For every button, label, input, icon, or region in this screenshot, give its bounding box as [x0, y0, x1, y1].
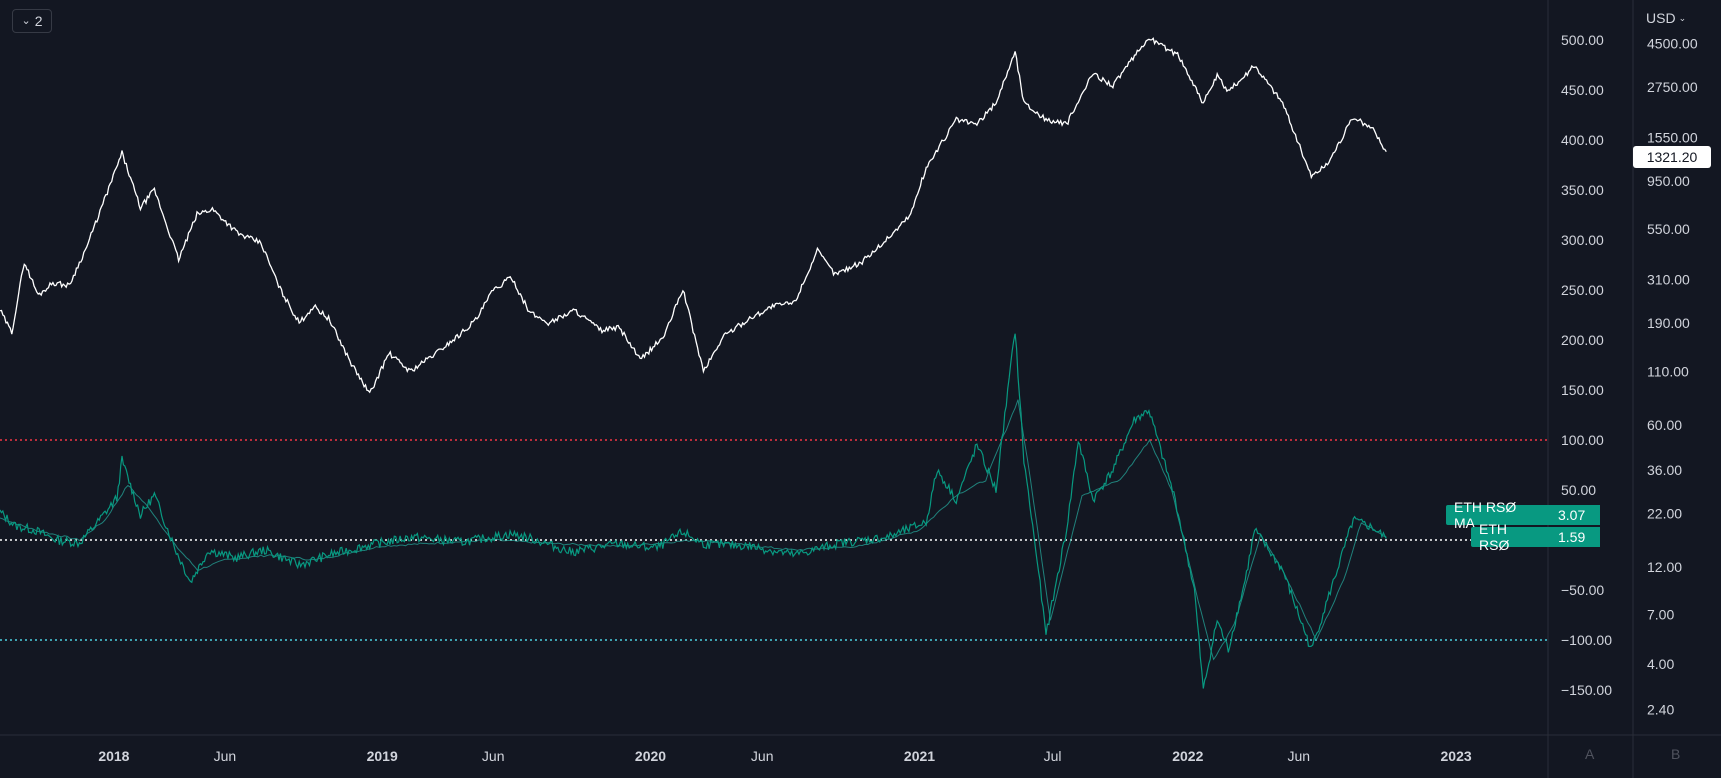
axis-a-tick-label: 500.00	[1561, 32, 1604, 48]
rso-ma-line	[0, 399, 1387, 661]
axis-b-tick-label: 190.00	[1647, 315, 1690, 331]
axis-a-tick-label: −50.00	[1561, 582, 1604, 598]
axis-b-tick-label: 1550.00	[1647, 130, 1698, 146]
rso-ma-value: 3.07	[1548, 505, 1600, 525]
x-tick-label: Jul	[1044, 748, 1062, 764]
axis-b-tick-label: 22.00	[1647, 506, 1682, 522]
time-axis[interactable]: 2018 Jun 2019 Jun 2020 Jun 2021 Jul 2022 Jun 2023	[98, 748, 1472, 764]
axis-b-tick-label: 110.00	[1647, 363, 1689, 379]
currency-label: USD	[1646, 10, 1676, 26]
reference-lines	[0, 439, 1548, 641]
collapse-indicators-button[interactable]: ⌄ 2	[12, 9, 52, 33]
x-tick-label: Jun	[751, 748, 774, 764]
axis-b-tick-label: 2750.00	[1647, 79, 1698, 95]
axis-a-tick-label: 400.00	[1561, 132, 1604, 148]
price-line	[0, 37, 1387, 394]
x-tick-label: 2022	[1172, 748, 1203, 764]
axis-b-tick-label: 12.00	[1647, 559, 1682, 575]
axis-a-tick-label: 50.00	[1561, 482, 1596, 498]
chevron-down-icon: ⌄	[1678, 12, 1687, 23]
axis-a-tick-label: 100.00	[1561, 432, 1604, 448]
x-tick-label: 2018	[98, 748, 129, 764]
axis-a-tick-label: 200.00	[1561, 332, 1604, 348]
rso-line	[0, 333, 1387, 689]
rso-value: 1.59	[1548, 527, 1600, 547]
x-tick-label: 2021	[904, 748, 935, 764]
x-tick-label: 2019	[367, 748, 398, 764]
scale-b-button[interactable]: B	[1671, 746, 1681, 762]
axis-a-tick-label: −150.00	[1561, 682, 1612, 698]
chevron-down-icon: ⌄	[21, 14, 31, 27]
axis-a-tick-label: 150.00	[1561, 382, 1604, 398]
rso-ma-label: ETH RSØ MA	[1446, 499, 1548, 531]
axis-b-tick-label: 36.00	[1647, 462, 1682, 478]
currency-selector[interactable]: USD ⌄	[1646, 8, 1686, 28]
collapse-count: 2	[34, 13, 43, 29]
x-tick-label: 2020	[635, 748, 666, 764]
x-tick-label: Jun	[482, 748, 505, 764]
axis-b-tick-label: 60.00	[1647, 417, 1682, 433]
series-layer	[0, 37, 1387, 689]
axis-b-tick-label: 2.40	[1647, 701, 1674, 717]
axis-b-tick-label: 550.00	[1647, 221, 1690, 237]
axis-b-tick-label: 4.00	[1647, 656, 1674, 672]
axis-b-tick-label: 7.00	[1647, 607, 1674, 623]
scale-a-button[interactable]: A	[1585, 746, 1595, 762]
price-scale-a[interactable]: 500.00 450.00 400.00 350.00 300.00 250.00 200.…	[1561, 32, 1612, 698]
last-price-tag: 1321.20	[1633, 146, 1711, 168]
axis-b-tick-label: 4500.00	[1647, 35, 1698, 51]
x-tick-label: 2023	[1441, 748, 1472, 764]
axis-a-tick-label: 350.00	[1561, 182, 1604, 198]
axis-a-tick-label: 300.00	[1561, 232, 1604, 248]
price-scale-b[interactable]: 4500.00 2750.00 1550.00 950.00 550.00 310.00 1…	[1647, 35, 1698, 717]
rso-label: ETH RSØ	[1471, 521, 1548, 553]
axis-a-tick-label: −100.00	[1561, 632, 1612, 648]
axis-a-tick-label: 450.00	[1561, 82, 1604, 98]
x-tick-label: Jun	[214, 748, 237, 764]
x-tick-label: Jun	[1288, 748, 1311, 764]
axis-a-tick-label: 250.00	[1561, 282, 1604, 298]
axis-b-tick-label: 310.00	[1647, 272, 1690, 288]
axis-b-tick-label: 950.00	[1647, 173, 1690, 189]
